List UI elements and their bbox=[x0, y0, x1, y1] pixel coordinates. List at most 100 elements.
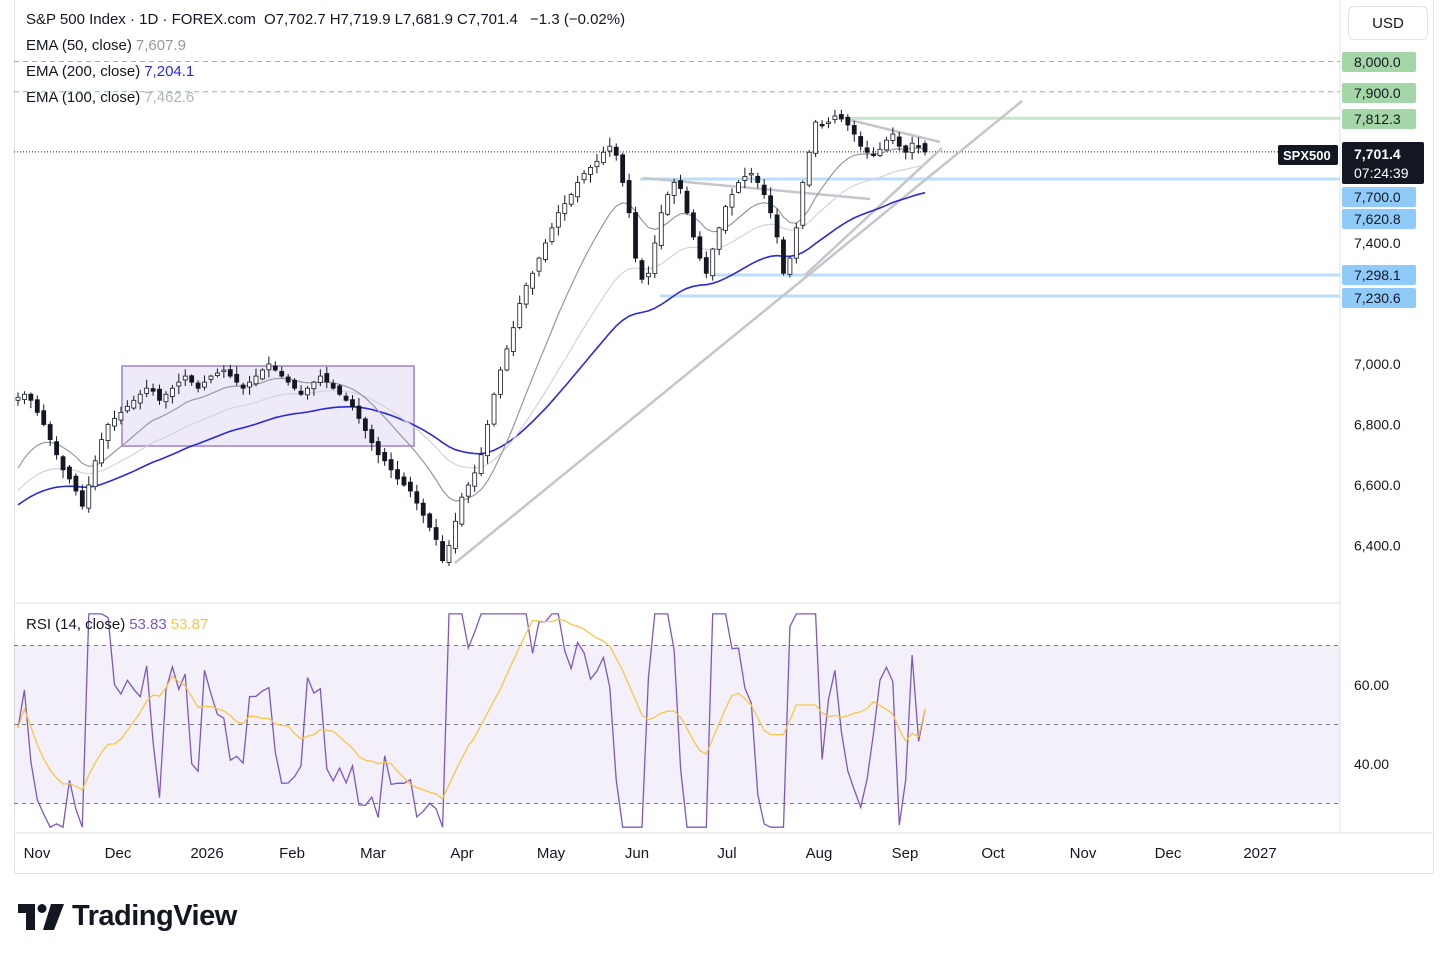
candle-body bbox=[478, 454, 484, 474]
candle-body bbox=[150, 388, 156, 392]
time-label: 2027 bbox=[1243, 845, 1276, 862]
candle-body bbox=[465, 484, 471, 497]
rsi-label: RSI (14, close) bbox=[26, 616, 126, 633]
symbol-title[interactable]: S&P 500 Index · 1D · FOREX.com bbox=[26, 11, 256, 28]
candle-body bbox=[202, 381, 207, 388]
price-chart[interactable]: 60.00 40.00 7,400.0 7,000.0 6,800.0 6,600.0 6… bbox=[0, 0, 1449, 900]
price-tick-label: 6,400.0 bbox=[1354, 538, 1401, 554]
legend-ema-0[interactable]: EMA (50, close) 7,607.9 bbox=[26, 37, 190, 54]
candle-body bbox=[736, 182, 741, 193]
candle-body bbox=[890, 133, 896, 141]
candle-body bbox=[285, 376, 291, 383]
legend-rsi[interactable]: RSI (14, close) 53.83 53.87 bbox=[26, 616, 212, 633]
candle-body bbox=[523, 284, 529, 305]
chart-frame bbox=[14, 0, 1434, 874]
candle-body bbox=[645, 272, 651, 278]
currency-button[interactable]: USD bbox=[1348, 6, 1428, 40]
candle-body bbox=[562, 203, 568, 214]
time-label: Nov bbox=[1070, 845, 1097, 862]
candle-body bbox=[884, 139, 889, 151]
candle-body bbox=[620, 154, 626, 183]
chart-header: S&P 500 Index · 1D · FOREX.com O7,702.7 H… bbox=[26, 11, 629, 28]
candle-body bbox=[800, 182, 806, 226]
candle-body bbox=[356, 405, 362, 419]
candle-body bbox=[388, 459, 394, 471]
candle-body bbox=[485, 424, 490, 457]
candle-body bbox=[832, 115, 838, 121]
time-label: Apr bbox=[450, 845, 473, 862]
candle-body bbox=[215, 372, 220, 376]
candle-body bbox=[362, 418, 368, 431]
candles bbox=[15, 109, 928, 567]
candle-body bbox=[588, 166, 593, 175]
ema-lines bbox=[17, 147, 926, 506]
candle-body bbox=[272, 365, 278, 371]
time-label: Nov bbox=[24, 845, 51, 862]
rsi-ma-value: 53.87 bbox=[170, 616, 209, 633]
candle-body bbox=[742, 176, 748, 181]
candle-body bbox=[420, 502, 426, 516]
countdown-tag: 07:24:39 bbox=[1354, 165, 1409, 181]
price-tick-label: 7,000.0 bbox=[1354, 356, 1401, 372]
candle-body bbox=[446, 545, 452, 563]
candle-body bbox=[375, 441, 381, 456]
time-label: Oct bbox=[981, 845, 1005, 862]
legend-ema-2[interactable]: EMA (100, close) 7,462.6 bbox=[26, 89, 198, 106]
candle-body bbox=[311, 381, 317, 390]
candle-body bbox=[22, 393, 27, 401]
candle-body bbox=[858, 136, 864, 147]
candle-body bbox=[73, 475, 79, 492]
candle-body bbox=[787, 257, 793, 275]
candle-body bbox=[305, 387, 310, 396]
legend-value: 7,204.1 bbox=[144, 63, 195, 80]
candle-body bbox=[169, 387, 175, 397]
candle-body bbox=[163, 393, 169, 403]
time-label: Dec bbox=[1155, 845, 1182, 862]
candle-body bbox=[208, 375, 214, 380]
candle-body bbox=[768, 195, 774, 214]
candle-body bbox=[922, 143, 928, 153]
candle-body bbox=[266, 363, 272, 371]
support-zone bbox=[660, 294, 1340, 298]
ema-200-line bbox=[17, 191, 926, 506]
price-tick-label: 6,800.0 bbox=[1354, 417, 1401, 433]
time-label: 2026 bbox=[190, 845, 223, 862]
level-label-7812-bg bbox=[1342, 109, 1416, 129]
candle-body bbox=[189, 375, 195, 383]
level-label-8000: 8,000.0 bbox=[1354, 54, 1401, 70]
tradingview-logo-text: TradingView bbox=[72, 900, 237, 932]
candle-body bbox=[838, 114, 844, 120]
candle-body bbox=[877, 148, 883, 156]
candle-body bbox=[176, 381, 182, 387]
symbol-tag-bg bbox=[1278, 145, 1338, 165]
level-label-8000-bg bbox=[1342, 52, 1416, 72]
candle-body bbox=[600, 151, 606, 164]
legend-label: EMA (200, close) bbox=[26, 63, 141, 80]
price-tick-label: 6,600.0 bbox=[1354, 477, 1401, 493]
tradingview-logo[interactable]: TradingView bbox=[18, 900, 237, 933]
candle-body bbox=[240, 384, 246, 389]
horizontal-levels bbox=[14, 61, 1340, 298]
support-zone bbox=[640, 177, 1340, 181]
level-label-7230-bg bbox=[1342, 288, 1416, 308]
candle-body bbox=[806, 151, 812, 186]
candle-body bbox=[60, 456, 66, 471]
candle-body bbox=[581, 173, 587, 181]
candle-body bbox=[504, 348, 510, 371]
rsi-pane: 60.00 40.00 bbox=[14, 613, 1389, 829]
legend-ema-1[interactable]: EMA (200, close) 7,204.1 bbox=[26, 63, 198, 80]
ohlc-c: C7,701.4 bbox=[456, 11, 518, 28]
candle-body bbox=[369, 429, 375, 444]
candle-body bbox=[34, 399, 40, 413]
candle-body bbox=[491, 393, 497, 425]
candle-body bbox=[716, 227, 722, 250]
candle-body bbox=[86, 484, 92, 509]
candle-body bbox=[99, 439, 105, 464]
trend-drawings bbox=[121, 100, 1023, 564]
candle-body bbox=[453, 520, 458, 549]
symbol-tag: SPX500 bbox=[1283, 148, 1331, 163]
candle-body bbox=[536, 257, 542, 272]
candle-body bbox=[871, 153, 876, 156]
candle-body bbox=[324, 373, 330, 383]
candle-body bbox=[639, 260, 645, 280]
